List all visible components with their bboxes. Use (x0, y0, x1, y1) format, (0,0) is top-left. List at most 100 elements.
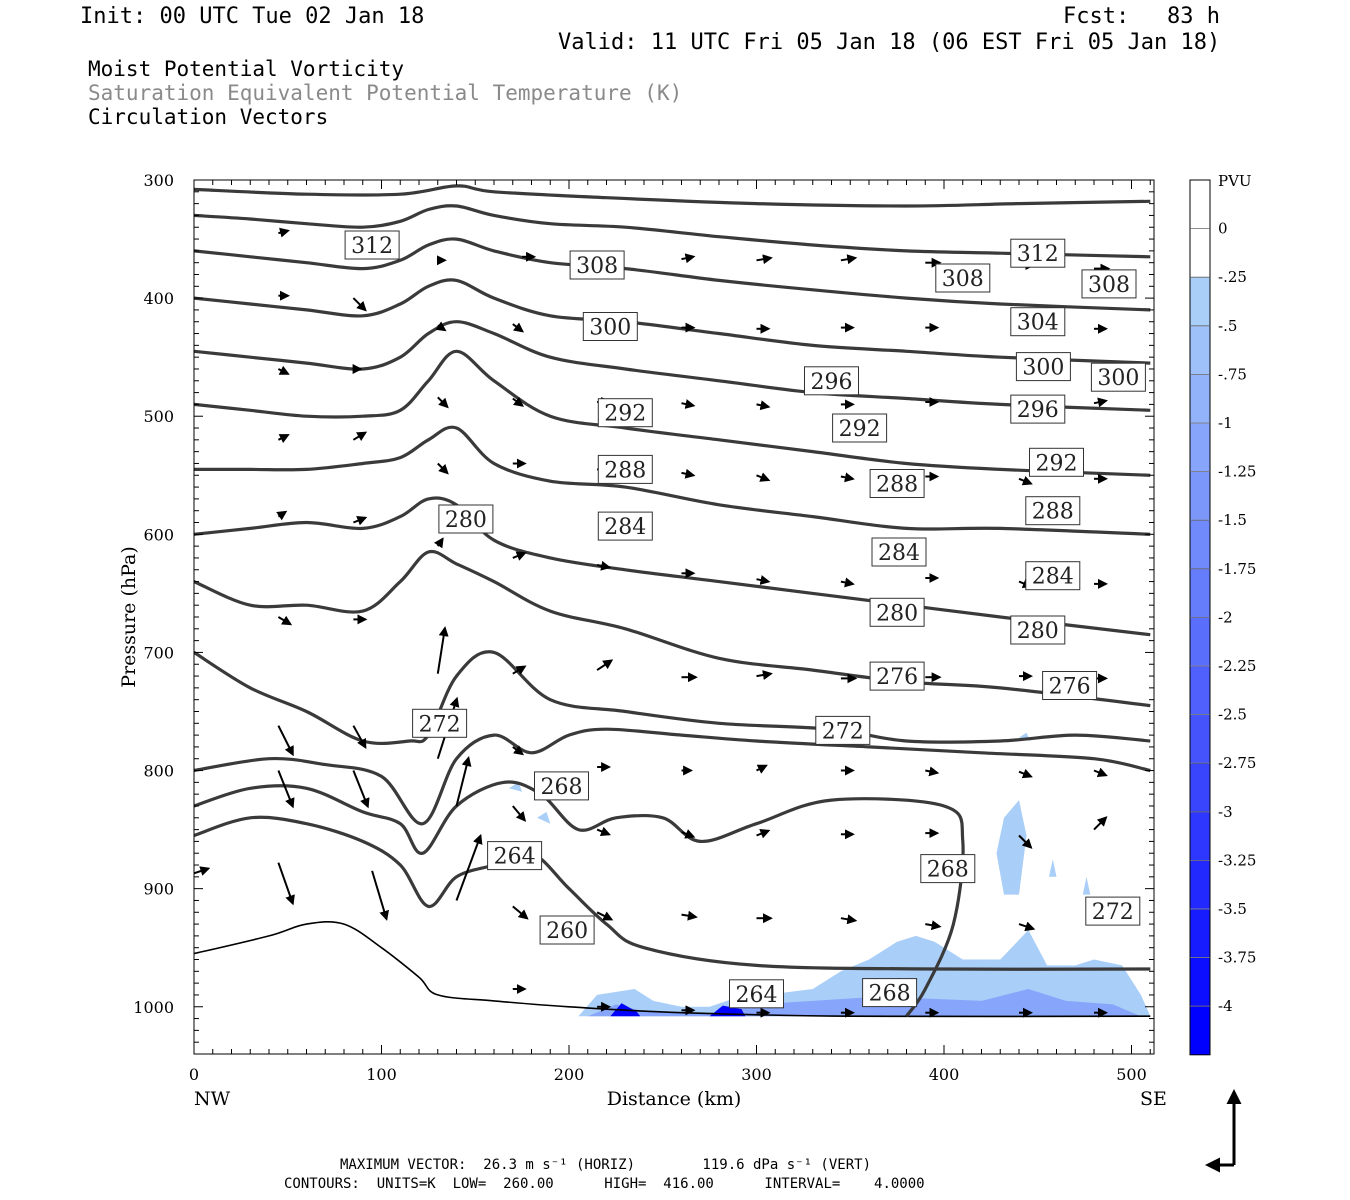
colorbar-cell (1189, 617, 1211, 667)
x-end-label-left: NW (194, 1088, 231, 1110)
x-axis-label: Distance (km) (607, 1088, 742, 1110)
x-tick-label: 100 (366, 1065, 397, 1084)
contour-label: 300 (582, 312, 638, 341)
circulation-vector (434, 537, 444, 549)
circulation-vector (1018, 834, 1033, 849)
contour-label-text: 300 (1097, 366, 1139, 391)
colorbar-cell (1189, 519, 1211, 570)
contour-label: 268 (920, 854, 976, 884)
contour-label: 312 (344, 230, 400, 260)
colorbar-label: -3.5 (1218, 900, 1247, 918)
isentrope-312 (194, 184, 1151, 208)
y-tick-label: 400 (143, 289, 174, 308)
isentrope-260 (194, 921, 1151, 1018)
circulation-vector (277, 434, 290, 444)
circulation-vector (1093, 767, 1108, 777)
contour-label: 284 (597, 511, 653, 541)
colorbar-cell (1189, 179, 1211, 229)
circulation-vector (756, 670, 773, 680)
circulation-vector (681, 253, 696, 264)
circulation-vector (371, 870, 389, 921)
colorbar-cell (1189, 957, 1211, 1007)
circulation-vector (1018, 475, 1033, 486)
field-name-mpv: Moist Potential Vorticity (88, 57, 405, 81)
circulation-vector (512, 745, 525, 756)
circulation-vector (756, 575, 771, 585)
circulation-vector (353, 516, 368, 526)
circulation-vector (681, 829, 696, 839)
contour-label: 272 (815, 715, 871, 745)
contour-labels: 312 308 312 308 308 300 304 296 300 300 292 292 296 2… (344, 230, 1146, 1009)
x-tick-label: 500 (1116, 1065, 1147, 1084)
colorbar-cell (1189, 908, 1211, 958)
contour-label-text: 268 (869, 982, 911, 1007)
circulation-vector (436, 626, 449, 674)
circulation-vector (278, 227, 290, 238)
y-tick-label: 800 (143, 762, 174, 781)
x-end-label-right: SE (1140, 1088, 1167, 1110)
x-tick-label: 300 (741, 1065, 772, 1084)
x-tick-label: 400 (929, 1065, 960, 1084)
circulation-vector (277, 770, 295, 809)
pv-region (1049, 859, 1057, 877)
contour-label: 288 (597, 454, 653, 484)
contour-label-text: 280 (876, 601, 918, 626)
colorbar-label: -3.75 (1218, 949, 1256, 967)
contour-label-text: 288 (604, 458, 646, 483)
axis-labels: Pressure (hPa) Distance (km) NW SE (118, 546, 1167, 1110)
contour-label: 260 (539, 915, 595, 945)
colorbar-label: -1 (1218, 414, 1233, 432)
contour-label: 296 (1010, 394, 1066, 424)
circulation-vector (512, 396, 525, 407)
colorbar-label: -.25 (1218, 268, 1247, 286)
y-tick-label: 600 (143, 525, 174, 544)
contour-label: 300 (1090, 362, 1146, 392)
colorbar-label: -4 (1218, 997, 1233, 1015)
circulation-vector (437, 462, 449, 475)
circulation-vector (596, 911, 614, 921)
isentrope-284 (194, 496, 1151, 637)
contour-label: 292 (597, 398, 653, 428)
colorbar-label: 0 (1218, 220, 1228, 238)
circulation-vector (681, 399, 696, 409)
contour-label-text: 308 (942, 267, 984, 292)
contour-label-text: 284 (604, 515, 646, 540)
colorbar-units: PVU (1218, 172, 1252, 190)
contour-label-text: 288 (876, 473, 918, 498)
circulation-vector (756, 400, 771, 411)
contour-label: 288 (1025, 496, 1081, 526)
contour-label: 292 (832, 413, 888, 443)
circulation-vector (840, 472, 855, 483)
circulation-vector (512, 665, 527, 675)
contour-label: 268 (862, 978, 918, 1008)
colorbar-label: -1.5 (1218, 511, 1247, 529)
pv-colorbar: PVU 0 -.25 -.5 -.75 -1 -1.25 -1.5 -1.75 -2 -2.25 -2… (1189, 172, 1256, 1056)
circulation-vector (756, 764, 768, 774)
circulation-vector (1018, 921, 1036, 932)
circulation-vector (756, 829, 771, 839)
circulation-vector (756, 254, 773, 265)
isentrope-272 (194, 727, 1151, 826)
forecast-label: Fcst: (1063, 4, 1130, 29)
colorbar-label: -.75 (1218, 365, 1247, 383)
isentrope-304 (194, 237, 1151, 312)
contour-label: 272 (1085, 896, 1141, 926)
colorbar-cell (1189, 568, 1211, 618)
circulation-vector (681, 468, 696, 479)
contour-label: 284 (871, 537, 927, 567)
contour-label-text: 272 (1092, 900, 1134, 925)
x-tick-label: 200 (554, 1065, 585, 1084)
colorbar-label: -3 (1218, 803, 1233, 821)
contour-label: 276 (1042, 671, 1098, 700)
contour-label: 280 (1010, 615, 1066, 645)
contour-label-text: 288 (1032, 500, 1074, 525)
colorbar-label: -2.25 (1218, 657, 1256, 675)
colorbar-label: -1.25 (1218, 463, 1256, 481)
circulation-vector (512, 551, 527, 561)
contour-label-text: 280 (445, 508, 487, 533)
max-vector-note: MAXIMUM VECTOR: 26.3 m s⁻¹ (HORIZ) 119.6… (340, 1157, 872, 1173)
contour-label: 288 (869, 469, 925, 498)
colorbar-cell (1189, 471, 1211, 521)
contour-label: 280 (438, 504, 494, 534)
circulation-vector (925, 766, 940, 777)
